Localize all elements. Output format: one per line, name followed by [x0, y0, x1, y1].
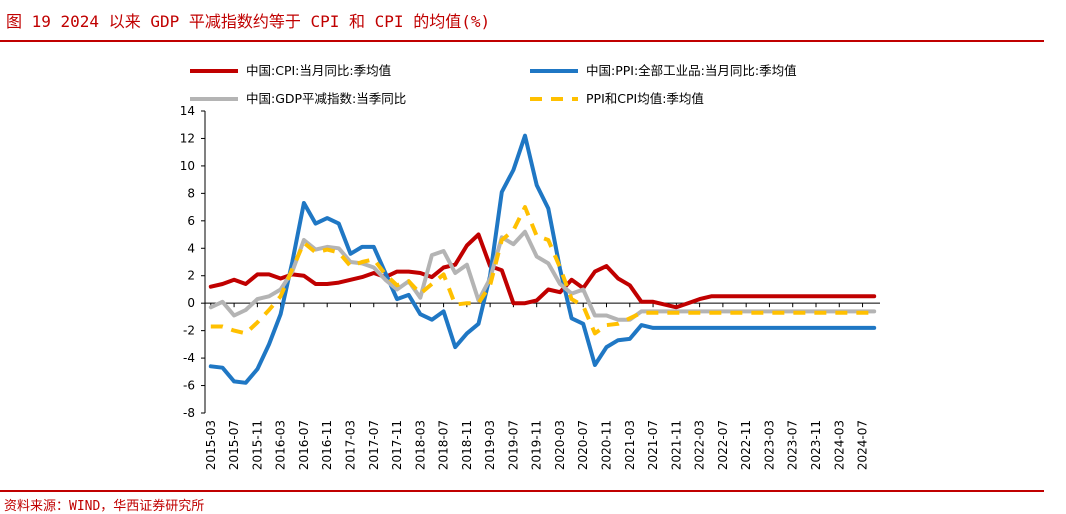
- x-tick-label: 2016-11: [320, 420, 334, 470]
- y-tick-label: 2: [187, 269, 195, 283]
- x-tick-label: 2016-03: [274, 420, 288, 470]
- legend-label-1: 中国:CPI:当月同比:季均值: [246, 63, 391, 78]
- series-line-1: [208, 232, 877, 310]
- x-tick-label: 2021-07: [646, 420, 660, 470]
- x-tick-label: 2015-11: [250, 420, 264, 470]
- legend-label-3: 中国:GDP平减指数:当季同比: [246, 91, 406, 106]
- x-tick-label: 2018-11: [460, 420, 474, 470]
- x-tick-label: 2021-11: [669, 420, 683, 470]
- x-tick-label: 2020-11: [600, 420, 614, 470]
- y-tick-label: -8: [183, 406, 195, 420]
- y-tick-label: 10: [180, 159, 195, 173]
- x-tick-label: 2021-03: [623, 420, 637, 470]
- x-tick-label: 2018-03: [413, 420, 427, 470]
- x-tick-label: 2015-07: [227, 420, 241, 470]
- x-tick-label: 2019-07: [506, 420, 520, 470]
- y-tick-label: 6: [187, 214, 195, 228]
- series-line-3: [208, 229, 877, 322]
- x-tick-label: 2016-07: [297, 420, 311, 470]
- legend-label-2: 中国:PPI:全部工业品:当月同比:季均值: [586, 63, 797, 78]
- footer-divider: [0, 490, 1044, 492]
- title-divider: [0, 40, 1044, 42]
- x-tick-label: 2023-11: [809, 420, 823, 470]
- x-tick-label: 2020-03: [553, 420, 567, 470]
- x-tick-label: 2024-03: [832, 420, 846, 470]
- series-line-4: [210, 205, 875, 336]
- x-tick-label: 2017-11: [390, 420, 404, 470]
- x-tick-label: 2018-07: [437, 420, 451, 470]
- x-tick-label: 2015-03: [204, 420, 218, 470]
- x-tick-label: 2020-07: [576, 420, 590, 470]
- x-tick-label: 2019-03: [483, 420, 497, 470]
- x-tick-label: 2017-03: [343, 420, 357, 470]
- series-line-2: [208, 133, 877, 385]
- y-tick-label: -2: [183, 324, 195, 338]
- x-tick-label: 2017-07: [367, 420, 381, 470]
- y-tick-label: 8: [187, 186, 195, 200]
- x-tick-label: 2023-03: [762, 420, 776, 470]
- x-tick-label: 2022-11: [739, 420, 753, 470]
- line-chart: -8 -6 -4 -2 0 2 4 6 8 10 12 14 2015-03 2015-07 2015-11…: [180, 63, 880, 470]
- x-tick-label: 2022-07: [716, 420, 730, 470]
- y-tick-label: 14: [180, 104, 195, 118]
- x-tick-label: 2024-07: [856, 420, 870, 470]
- y-tick-label: -4: [183, 351, 195, 365]
- y-tick-label: 4: [187, 241, 195, 255]
- figure-title: 图 19 2024 以来 GDP 平减指数约等于 CPI 和 CPI 的均值(%…: [6, 12, 491, 31]
- x-tick-label: 2023-07: [786, 420, 800, 470]
- x-tick-label: 2022-03: [693, 420, 707, 470]
- source-note: 资料来源：WIND，华西证券研究所: [4, 499, 205, 514]
- legend-label-4: PPI和CPI均值:季均值: [586, 91, 704, 106]
- y-tick-label: 0: [187, 296, 195, 310]
- y-tick-label: 12: [180, 131, 195, 145]
- x-tick-label: 2019-11: [530, 420, 544, 470]
- y-tick-label: -6: [183, 379, 195, 393]
